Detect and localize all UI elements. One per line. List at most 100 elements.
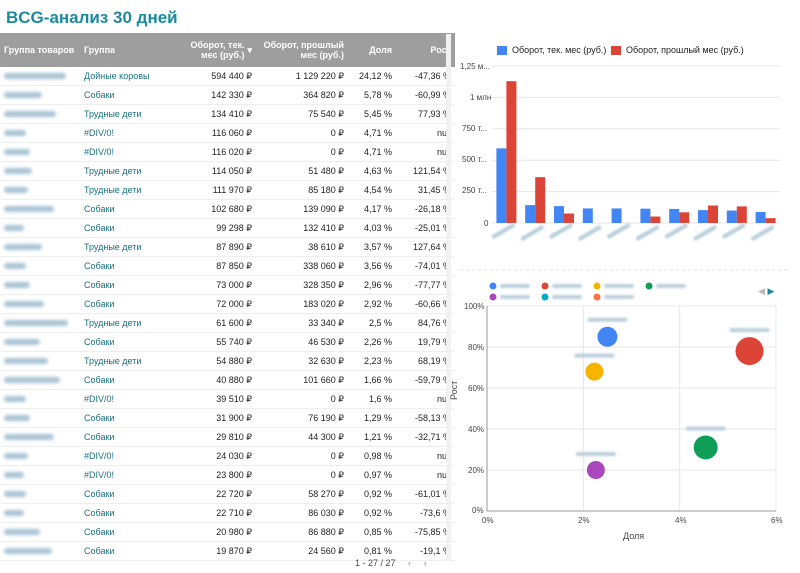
table-body: Дойные коровы 594 440 ₽ 1 129 220 ₽ 24,12 %…: [0, 67, 455, 561]
turnover-previous-cell: 32 630 ₽: [308, 355, 344, 366]
table-row[interactable]: Дойные коровы 594 440 ₽ 1 129 220 ₽ 24,12 %…: [0, 67, 455, 86]
product-name-cell: [0, 276, 80, 294]
table-row[interactable]: #DIV/0! 116 020 ₽ 0 ₽ 4,71 % null: [0, 143, 455, 162]
table-row[interactable]: Собаки 99 298 ₽ 132 410 ₽ 4,03 % -25,01 %: [0, 219, 455, 238]
bar-category-label: [664, 223, 688, 239]
redacted-text: [4, 529, 40, 535]
table-row[interactable]: #DIV/0! 116 060 ₽ 0 ₽ 4,71 % null: [0, 124, 455, 143]
table-row[interactable]: Собаки 40 880 ₽ 101 660 ₽ 1,66 % -59,79 %: [0, 371, 455, 390]
table-row[interactable]: Собаки 29 810 ₽ 44 300 ₽ 1,21 % -32,71 %: [0, 428, 455, 447]
share-cell: 0,97 %: [363, 470, 392, 480]
turnover-current-cell: 23 800 ₽: [216, 469, 252, 480]
table-row[interactable]: Собаки 87 850 ₽ 338 060 ₽ 3,56 % -74,01 %: [0, 257, 455, 276]
bar-ytick: 1 млн: [470, 93, 492, 102]
triangle-right-icon[interactable]: ▶: [767, 286, 775, 296]
share-cell: 2,5 %: [368, 318, 392, 328]
table-row[interactable]: Трудные дети 114 050 ₽ 51 480 ₽ 4,63 % 121,5…: [0, 162, 455, 181]
col-header-group[interactable]: Группа: [84, 45, 116, 55]
turnover-previous-cell: 86 030 ₽: [308, 507, 344, 518]
table-row[interactable]: Трудные дети 87 890 ₽ 38 610 ₽ 3,57 % 127,64…: [0, 238, 455, 257]
table-row[interactable]: Собаки 20 980 ₽ 86 880 ₽ 0,85 % -75,85 %: [0, 523, 455, 542]
redacted-text: [4, 320, 68, 326]
redacted-text: [4, 282, 30, 288]
col-header-share[interactable]: Доля: [369, 45, 392, 55]
turnover-previous-cell: 132 410 ₽: [303, 222, 344, 233]
share-cell: 3,56 %: [363, 261, 392, 271]
table-row[interactable]: Собаки 72 000 ₽ 183 020 ₽ 2,92 % -60,66 %: [0, 295, 455, 314]
turnover-previous-cell: 364 820 ₽: [303, 89, 344, 100]
chevron-right-icon[interactable]: ›: [423, 558, 427, 568]
bar-category-label: [549, 223, 573, 239]
table-row[interactable]: Собаки 19 870 ₽ 24 560 ₽ 0,81 % -19,1 %: [0, 542, 455, 561]
table-row[interactable]: Собаки 55 740 ₽ 46 530 ₽ 2,26 % 19,79 %: [0, 333, 455, 352]
table-header: Группа товаров Группа Оборот, тек. мес (…: [0, 33, 455, 67]
product-name-cell: [0, 428, 80, 446]
col-header-growth[interactable]: Рост: [430, 45, 451, 55]
bar: [708, 205, 718, 223]
growth-cell: 19,79 %: [417, 337, 451, 347]
product-name-cell: [0, 390, 80, 408]
growth-cell: -60,66 %: [414, 299, 451, 309]
turnover-current-cell: 116 020 ₽: [211, 146, 252, 157]
table-row[interactable]: Собаки 102 680 ₽ 139 090 ₽ 4,17 % -26,18 %: [0, 200, 455, 219]
bar: [698, 210, 708, 223]
table-row[interactable]: Трудные дети 111 970 ₽ 85 180 ₽ 4,54 % 31,45…: [0, 181, 455, 200]
turnover-current-cell: 31 900 ₽: [216, 412, 252, 423]
group-cell: Собаки: [84, 299, 115, 309]
scatter-legend-dot: [541, 282, 549, 290]
table-row[interactable]: Собаки 22 720 ₽ 58 270 ₽ 0,92 % -61,01 %: [0, 485, 455, 504]
turnover-current-cell: 114 050 ₽: [211, 165, 252, 176]
group-cell: Собаки: [84, 375, 115, 385]
bar: [535, 177, 546, 223]
growth-cell: null: [436, 394, 451, 404]
scatter-legend-dot: [593, 293, 601, 301]
growth-cell: null: [436, 128, 451, 138]
group-cell: Собаки: [84, 432, 115, 442]
bar-category-label: [491, 223, 515, 239]
table-row[interactable]: Трудные дети 54 880 ₽ 32 630 ₽ 2,23 % 68,19 …: [0, 352, 455, 371]
triangle-left-icon[interactable]: ◀: [758, 286, 765, 296]
turnover-current-cell: 87 850 ₽: [216, 260, 252, 271]
table-row[interactable]: #DIV/0! 39 510 ₽ 0 ₽ 1,6 % null: [0, 390, 455, 409]
bar-ytick: 0: [484, 219, 489, 228]
table-row[interactable]: Собаки 31 900 ₽ 76 190 ₽ 1,29 % -58,13 %: [0, 409, 455, 428]
growth-cell: 84,76 %: [417, 318, 451, 328]
share-cell: 24,12 %: [358, 71, 392, 81]
table-row[interactable]: Трудные дети 134 410 ₽ 75 540 ₽ 5,45 % 77,93…: [0, 105, 455, 124]
product-name-cell: [0, 200, 80, 218]
col-header-turnover-previous[interactable]: Оборот, прошлый мес (руб.): [263, 40, 344, 60]
growth-cell: -25,01 %: [414, 223, 451, 233]
redacted-text: [4, 339, 40, 345]
share-cell: 0,85 %: [363, 527, 392, 537]
growth-cell: -74,01 %: [414, 261, 451, 271]
table-row[interactable]: #DIV/0! 23 800 ₽ 0 ₽ 0,97 % null: [0, 466, 455, 485]
growth-cell: -26,18 %: [414, 204, 451, 214]
growth-cell: 127,64 %: [412, 242, 451, 252]
redacted-text: [4, 548, 52, 554]
table-row[interactable]: Собаки 142 330 ₽ 364 820 ₽ 5,78 % -60,99 %: [0, 86, 455, 105]
chevron-left-icon[interactable]: ‹: [408, 558, 412, 568]
table-row[interactable]: Собаки 73 000 ₽ 328 350 ₽ 2,96 % -77,77 %: [0, 276, 455, 295]
product-name-cell: [0, 504, 80, 522]
share-cell: 0,92 %: [363, 508, 392, 518]
growth-cell: 68,19 %: [417, 356, 451, 366]
share-cell: 1,66 %: [363, 375, 392, 385]
turnover-current-cell: 134 410 ₽: [211, 108, 252, 119]
col-header-product-group[interactable]: Группа товаров: [4, 45, 75, 55]
scatter-point: [585, 362, 604, 381]
table-row[interactable]: Трудные дети 61 600 ₽ 33 340 ₽ 2,5 % 84,76 %: [0, 314, 455, 333]
table-row[interactable]: #DIV/0! 24 030 ₽ 0 ₽ 0,98 % null: [0, 447, 455, 466]
table-row[interactable]: Собаки 22 710 ₽ 86 030 ₽ 0,92 % -73,6 %: [0, 504, 455, 523]
scatter-point: [693, 435, 718, 460]
turnover-current-cell: 24 030 ₽: [216, 450, 252, 461]
product-name-cell: [0, 143, 80, 161]
col-header-turnover-current[interactable]: Оборот, тек. мес (руб.) ▾: [190, 40, 252, 60]
bar: [755, 211, 766, 223]
pagination: 1 - 27 / 27 ‹ ›: [355, 558, 427, 568]
turnover-current-cell: 19 870 ₽: [216, 545, 252, 556]
share-cell: 0,81 %: [363, 546, 392, 556]
share-cell: 2,26 %: [363, 337, 392, 347]
growth-cell: null: [436, 451, 451, 461]
